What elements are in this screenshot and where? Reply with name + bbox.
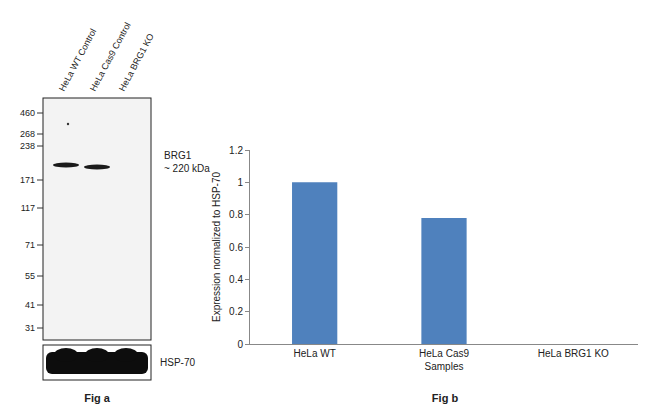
svg-text:BRG1: BRG1	[164, 150, 192, 161]
svg-text:HeLa WT Control: HeLa WT Control	[56, 27, 99, 93]
svg-text:238: 238	[20, 141, 35, 151]
svg-text:0: 0	[237, 339, 243, 350]
svg-text:Samples: Samples	[425, 361, 464, 372]
svg-text:55: 55	[25, 271, 35, 281]
svg-text:Fig b: Fig b	[432, 392, 459, 404]
svg-text:HeLa WT: HeLa WT	[294, 348, 336, 359]
svg-text:0.6: 0.6	[229, 242, 243, 253]
svg-text:HeLa BRG1 KO: HeLa BRG1 KO	[117, 32, 156, 93]
svg-text:41: 41	[25, 300, 35, 310]
svg-text:0.8: 0.8	[229, 209, 243, 220]
svg-text:HeLa Cas9 Control: HeLa Cas9 Control	[87, 20, 133, 93]
svg-text:Expression normalized to HSP-7: Expression normalized to HSP-70	[211, 172, 222, 323]
svg-text:460: 460	[20, 108, 35, 118]
svg-text:0.4: 0.4	[229, 274, 243, 285]
svg-text:71: 71	[25, 240, 35, 250]
svg-text:Fig a: Fig a	[84, 392, 111, 404]
svg-text:1: 1	[237, 177, 243, 188]
svg-text:HSP-70: HSP-70	[160, 357, 195, 368]
svg-text:HeLa BRG1 KO: HeLa BRG1 KO	[538, 348, 609, 359]
svg-text:117: 117	[21, 203, 35, 213]
svg-text:1.2: 1.2	[229, 145, 243, 156]
svg-text:0.2: 0.2	[229, 306, 243, 317]
svg-text:~ 220 kDa: ~ 220 kDa	[164, 163, 210, 174]
svg-text:HeLa Cas9: HeLa Cas9	[419, 348, 469, 359]
svg-text:268: 268	[20, 129, 35, 139]
svg-text:171: 171	[20, 175, 35, 185]
svg-text:31: 31	[25, 323, 35, 333]
